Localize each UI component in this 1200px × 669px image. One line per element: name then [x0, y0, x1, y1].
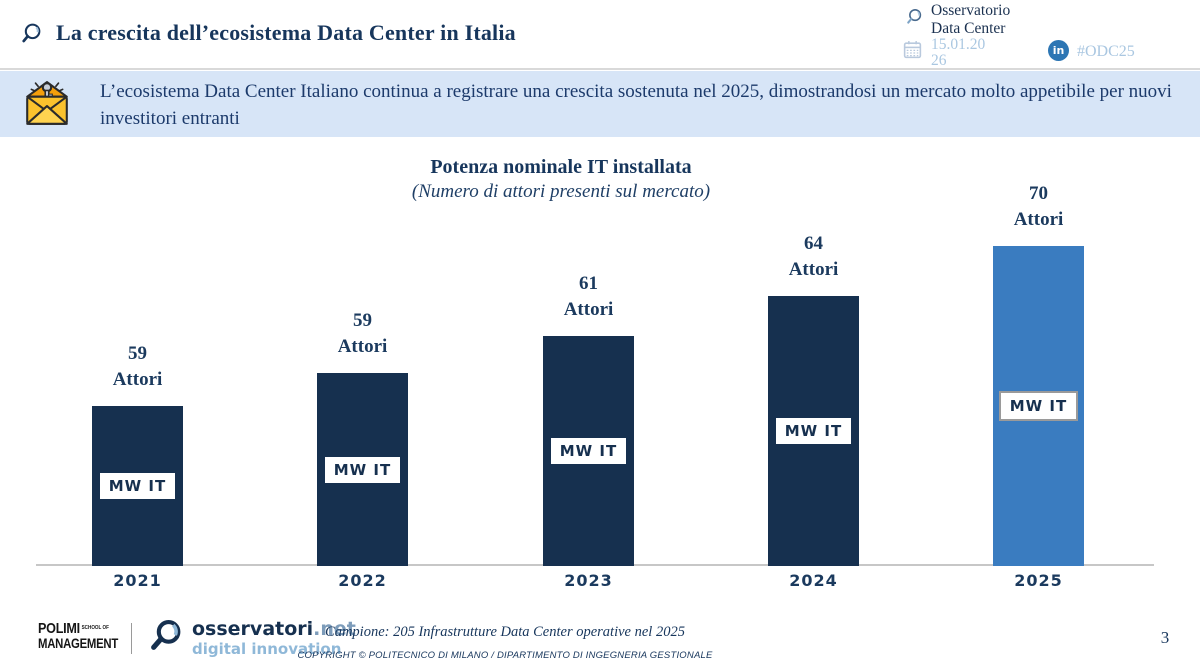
bar-group-2023: 61 Attori MW IT [543, 271, 634, 566]
attori-unit: Attori [563, 299, 614, 320]
osservatori-logo: osservatori.net digital innovation [147, 618, 356, 659]
brand-name-line2: Data Center [931, 20, 1006, 37]
mw-it-badge: MW IT [550, 438, 627, 464]
copyright-line: COPYRIGHT © POLITECNICO DI MILANO / DIPA… [297, 650, 713, 661]
bar-2025: MW IT [993, 246, 1084, 566]
bar-group-2024: 64 Attori MW IT [768, 231, 859, 566]
attori-value: 64 [804, 233, 823, 254]
bar-2022: MW IT [317, 373, 408, 566]
x-tick-2023: 2023 [564, 571, 613, 590]
x-tick-2022: 2022 [338, 571, 387, 590]
attori-label: 59 Attori [113, 341, 163, 393]
mw-it-badge: MW IT [775, 418, 852, 444]
x-tick-2025: 2025 [1014, 571, 1063, 590]
sample-note: Campione: 205 Infrastrutture Data Center… [325, 624, 685, 640]
chart-title: Potenza nominale IT installata [430, 156, 692, 178]
header-divider [0, 68, 1200, 70]
linkedin-icon[interactable]: in [1048, 40, 1069, 61]
digital-innovation-tagline: digital innovation [192, 640, 342, 658]
x-tick-2024: 2024 [789, 571, 838, 590]
event-date-line1: 15.01.20 [931, 36, 986, 53]
bar-2021: MW IT [92, 406, 183, 566]
key-message-text: L’ecosistema Data Center Italiano contin… [100, 81, 1172, 129]
bar-2024: MW IT [768, 296, 859, 566]
brand-name: Osservatorio Data Center [931, 2, 1010, 38]
mw-it-badge: MW IT [324, 456, 401, 483]
polimi-wordmark: POLIMI [38, 620, 80, 637]
x-tick-2021: 2021 [113, 571, 162, 590]
key-message-band: L’ecosistema Data Center Italiano contin… [0, 71, 1200, 137]
footer-divider [131, 623, 132, 654]
attori-unit: Attori [337, 336, 388, 357]
event-date: 15.01.20 26 [931, 37, 985, 69]
polimi-schoolof: SCHOOL OF [81, 625, 109, 631]
osservatorio-magnifier-icon [903, 7, 924, 33]
attori-value: 59 [353, 310, 372, 331]
bar-group-2022: 59 Attori MW IT [317, 308, 408, 566]
polimi-logo: POLIMI SCHOOL OF MANAGEMENT [38, 621, 118, 651]
mw-it-badge: MW IT [99, 473, 176, 499]
attori-label: 61 Attori [564, 271, 614, 323]
mw-it-badge: MW IT [998, 391, 1079, 421]
calendar-icon [902, 39, 923, 65]
chart-subtitle: (Numero di attori presenti sul mercato) [411, 181, 711, 202]
bar-2023: MW IT [543, 336, 634, 566]
magnifier-icon [17, 21, 44, 53]
brand-name-line1: Osservatorio [931, 2, 1011, 19]
attori-value: 61 [579, 273, 598, 294]
attori-value: 59 [128, 343, 147, 364]
page-number: 3 [1160, 628, 1170, 647]
bar-group-2025: 70 Attori MW IT [993, 181, 1084, 566]
event-date-line2: 26 [931, 52, 947, 69]
envelope-key-icon [22, 79, 72, 134]
attori-unit: Attori [1013, 209, 1064, 230]
attori-unit: Attori [788, 259, 839, 280]
event-hashtag: #ODC25 [1077, 43, 1135, 60]
polimi-management: MANAGEMENT [38, 636, 119, 651]
attori-label: 70 Attori [1014, 181, 1064, 233]
osservatori-tld: .net [313, 618, 356, 640]
bar-group-2021: 59 Attori MW IT [92, 341, 183, 566]
osservatori-magnifier-icon [147, 618, 184, 659]
attori-value: 70 [1029, 183, 1048, 204]
osservatori-wordmark: osservatori [192, 618, 314, 640]
attori-label: 64 Attori [789, 231, 839, 283]
attori-unit: Attori [112, 369, 163, 390]
page-title: La crescita dell’ecosistema Data Center … [56, 20, 516, 45]
attori-label: 59 Attori [338, 308, 388, 360]
